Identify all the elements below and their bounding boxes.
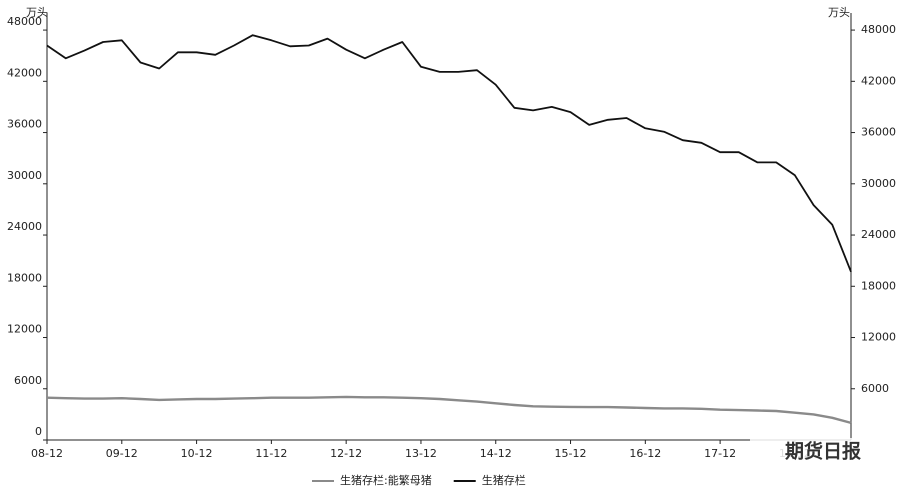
y-unit-left: 万头 — [26, 6, 48, 19]
x-tick-label: 12-12 — [330, 447, 362, 460]
y2-tick-label: 24000 — [861, 228, 896, 241]
y-tick-label: 48000 — [7, 15, 42, 28]
y2-tick-label: 48000 — [861, 23, 896, 36]
x-tick-label: 08-12 — [31, 447, 63, 460]
y-tick-label: 24000 — [7, 220, 42, 233]
y2-tick-label: 6000 — [861, 382, 889, 395]
x-tick-label: 09-12 — [106, 447, 138, 460]
watermark: 期货日报 — [785, 440, 861, 463]
y-tick-label: 30000 — [7, 169, 42, 182]
y2-tick-label: 42000 — [861, 74, 896, 87]
series-line — [46, 34, 852, 273]
x-tick-label: 10-12 — [181, 447, 213, 460]
y-tick-label: 42000 — [7, 66, 42, 79]
x-tick-label: 15-12 — [555, 447, 587, 460]
x-tick-label: 13-12 — [405, 447, 437, 460]
y2-tick-label: 36000 — [861, 126, 896, 139]
legend-label: 生猪存栏 — [482, 473, 526, 487]
y2-tick-label: 18000 — [861, 279, 896, 292]
y-tick-label: 12000 — [7, 323, 42, 336]
y-tick-label: 18000 — [7, 271, 42, 284]
y-tick-label: 6000 — [14, 374, 42, 387]
x-tick-label: 11-12 — [255, 447, 287, 460]
x-tick-label: 14-12 — [480, 447, 512, 460]
series-line — [46, 395, 852, 425]
y-tick-label: 36000 — [7, 118, 42, 131]
y2-tick-label: 12000 — [861, 331, 896, 344]
y-unit-right: 万头 — [828, 6, 850, 19]
y-tick-label: 0 — [35, 425, 42, 438]
watermark-bg — [750, 438, 875, 466]
x-tick-label: 17-12 — [704, 447, 736, 460]
y2-tick-label: 30000 — [861, 177, 896, 190]
legend-label: 生猪存栏:能繁母猪 — [340, 473, 432, 487]
x-tick-label: 16-12 — [629, 447, 661, 460]
